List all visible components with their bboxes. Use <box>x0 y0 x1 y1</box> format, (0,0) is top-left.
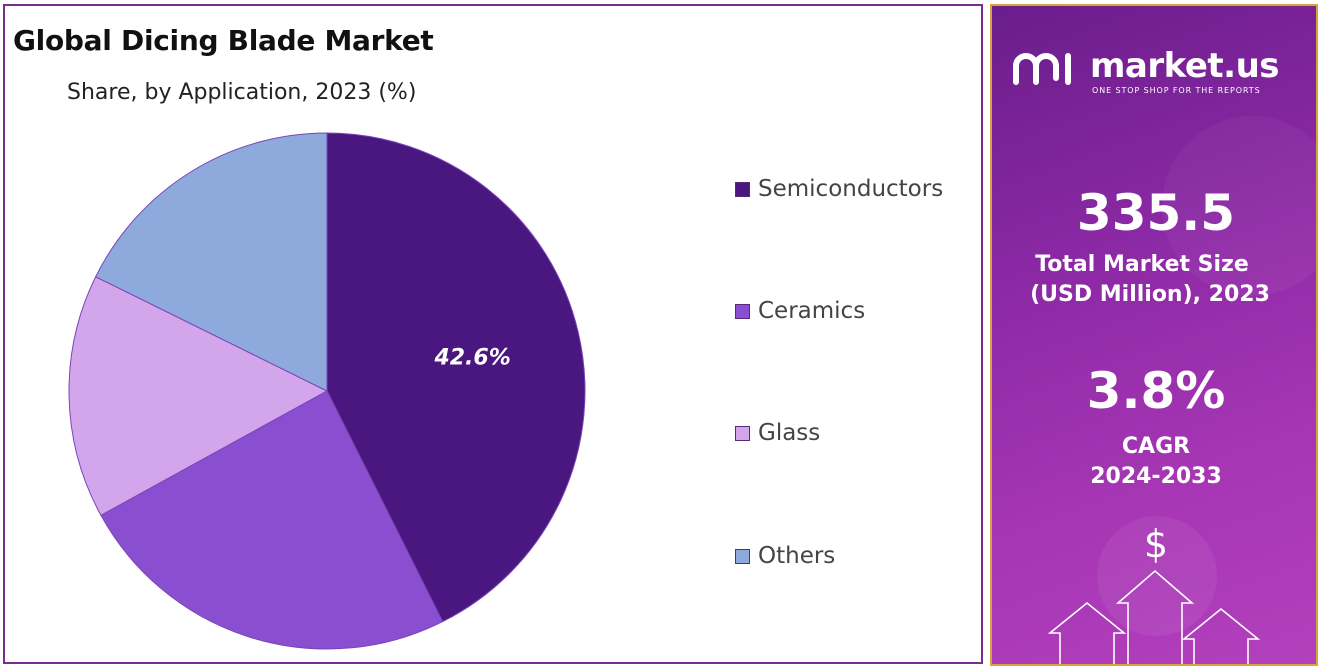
legend-label: Glass <box>758 420 821 446</box>
cagr-period: 2024-2033 <box>1090 464 1222 489</box>
legend-swatch <box>735 426 750 441</box>
brand-name: market.us <box>1090 46 1280 86</box>
summary-panel: market.us ONE STOP SHOP FOR THE REPORTS … <box>990 4 1318 666</box>
pie-slice-ceramics <box>100 390 444 650</box>
market-size-label-line1: Total Market Size <box>1035 252 1249 277</box>
chart-panel: Global Dicing Blade Market Share, by App… <box>3 4 983 664</box>
background-decoration <box>1097 116 1316 636</box>
cagr-value: 3.8% <box>1086 362 1226 420</box>
pie-slice-semiconductors <box>326 132 586 623</box>
legend-label: Others <box>758 543 836 569</box>
pie-slice-others <box>94 132 328 392</box>
legend-item-glass: Glass <box>735 420 820 446</box>
pie-slice-glass <box>68 276 329 516</box>
legend-item-ceramics: Ceramics <box>735 298 865 324</box>
legend-label: Ceramics <box>758 298 866 324</box>
legend-swatch <box>735 182 750 197</box>
pie-chart: 42.6% <box>68 132 586 650</box>
market-size-value: 335.5 <box>1076 184 1236 242</box>
cagr-label: CAGR <box>1121 434 1191 459</box>
arrow-up-icon <box>1047 569 1261 664</box>
chart-subtitle: Share, by Application, 2023 (%) <box>67 80 417 105</box>
legend-swatch <box>735 549 750 564</box>
legend-item-others: Others <box>735 543 835 569</box>
chart-title: Global Dicing Blade Market <box>13 24 434 57</box>
legend-item-semiconductors: Semiconductors <box>735 176 943 202</box>
dollar-coin-icon: $ <box>1143 522 1169 566</box>
market-size-label-line2: (USD Million), 2023 <box>1030 282 1270 307</box>
legend-label: Semiconductors <box>758 176 944 202</box>
brand-tagline: ONE STOP SHOP FOR THE REPORTS <box>1092 86 1261 95</box>
legend-swatch <box>735 304 750 319</box>
brand-logo-icon <box>1013 53 1071 85</box>
pie-data-label-semiconductors: 42.6% <box>433 346 510 371</box>
